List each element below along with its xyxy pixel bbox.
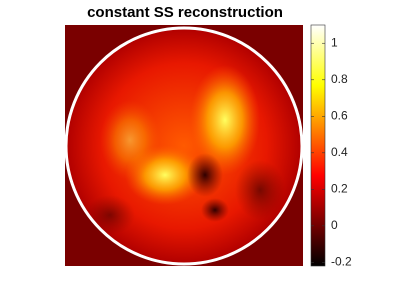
- colorbar-tick-label: 0.6: [331, 108, 348, 122]
- colorbar: [310, 24, 326, 267]
- heatmap-image: [64, 25, 304, 266]
- colorbar-tick-label: 1: [331, 35, 338, 49]
- chart-title: constant SS reconstruction: [87, 4, 283, 21]
- colorbar-tick-label: 0.4: [331, 145, 348, 159]
- colorbar-tick-label: 0.8: [331, 72, 348, 86]
- colorbar-tick-label: 0: [331, 218, 338, 232]
- colorbar-tick-label: 0.2: [331, 181, 348, 195]
- colorbar-tick-label: -0.2: [331, 255, 352, 269]
